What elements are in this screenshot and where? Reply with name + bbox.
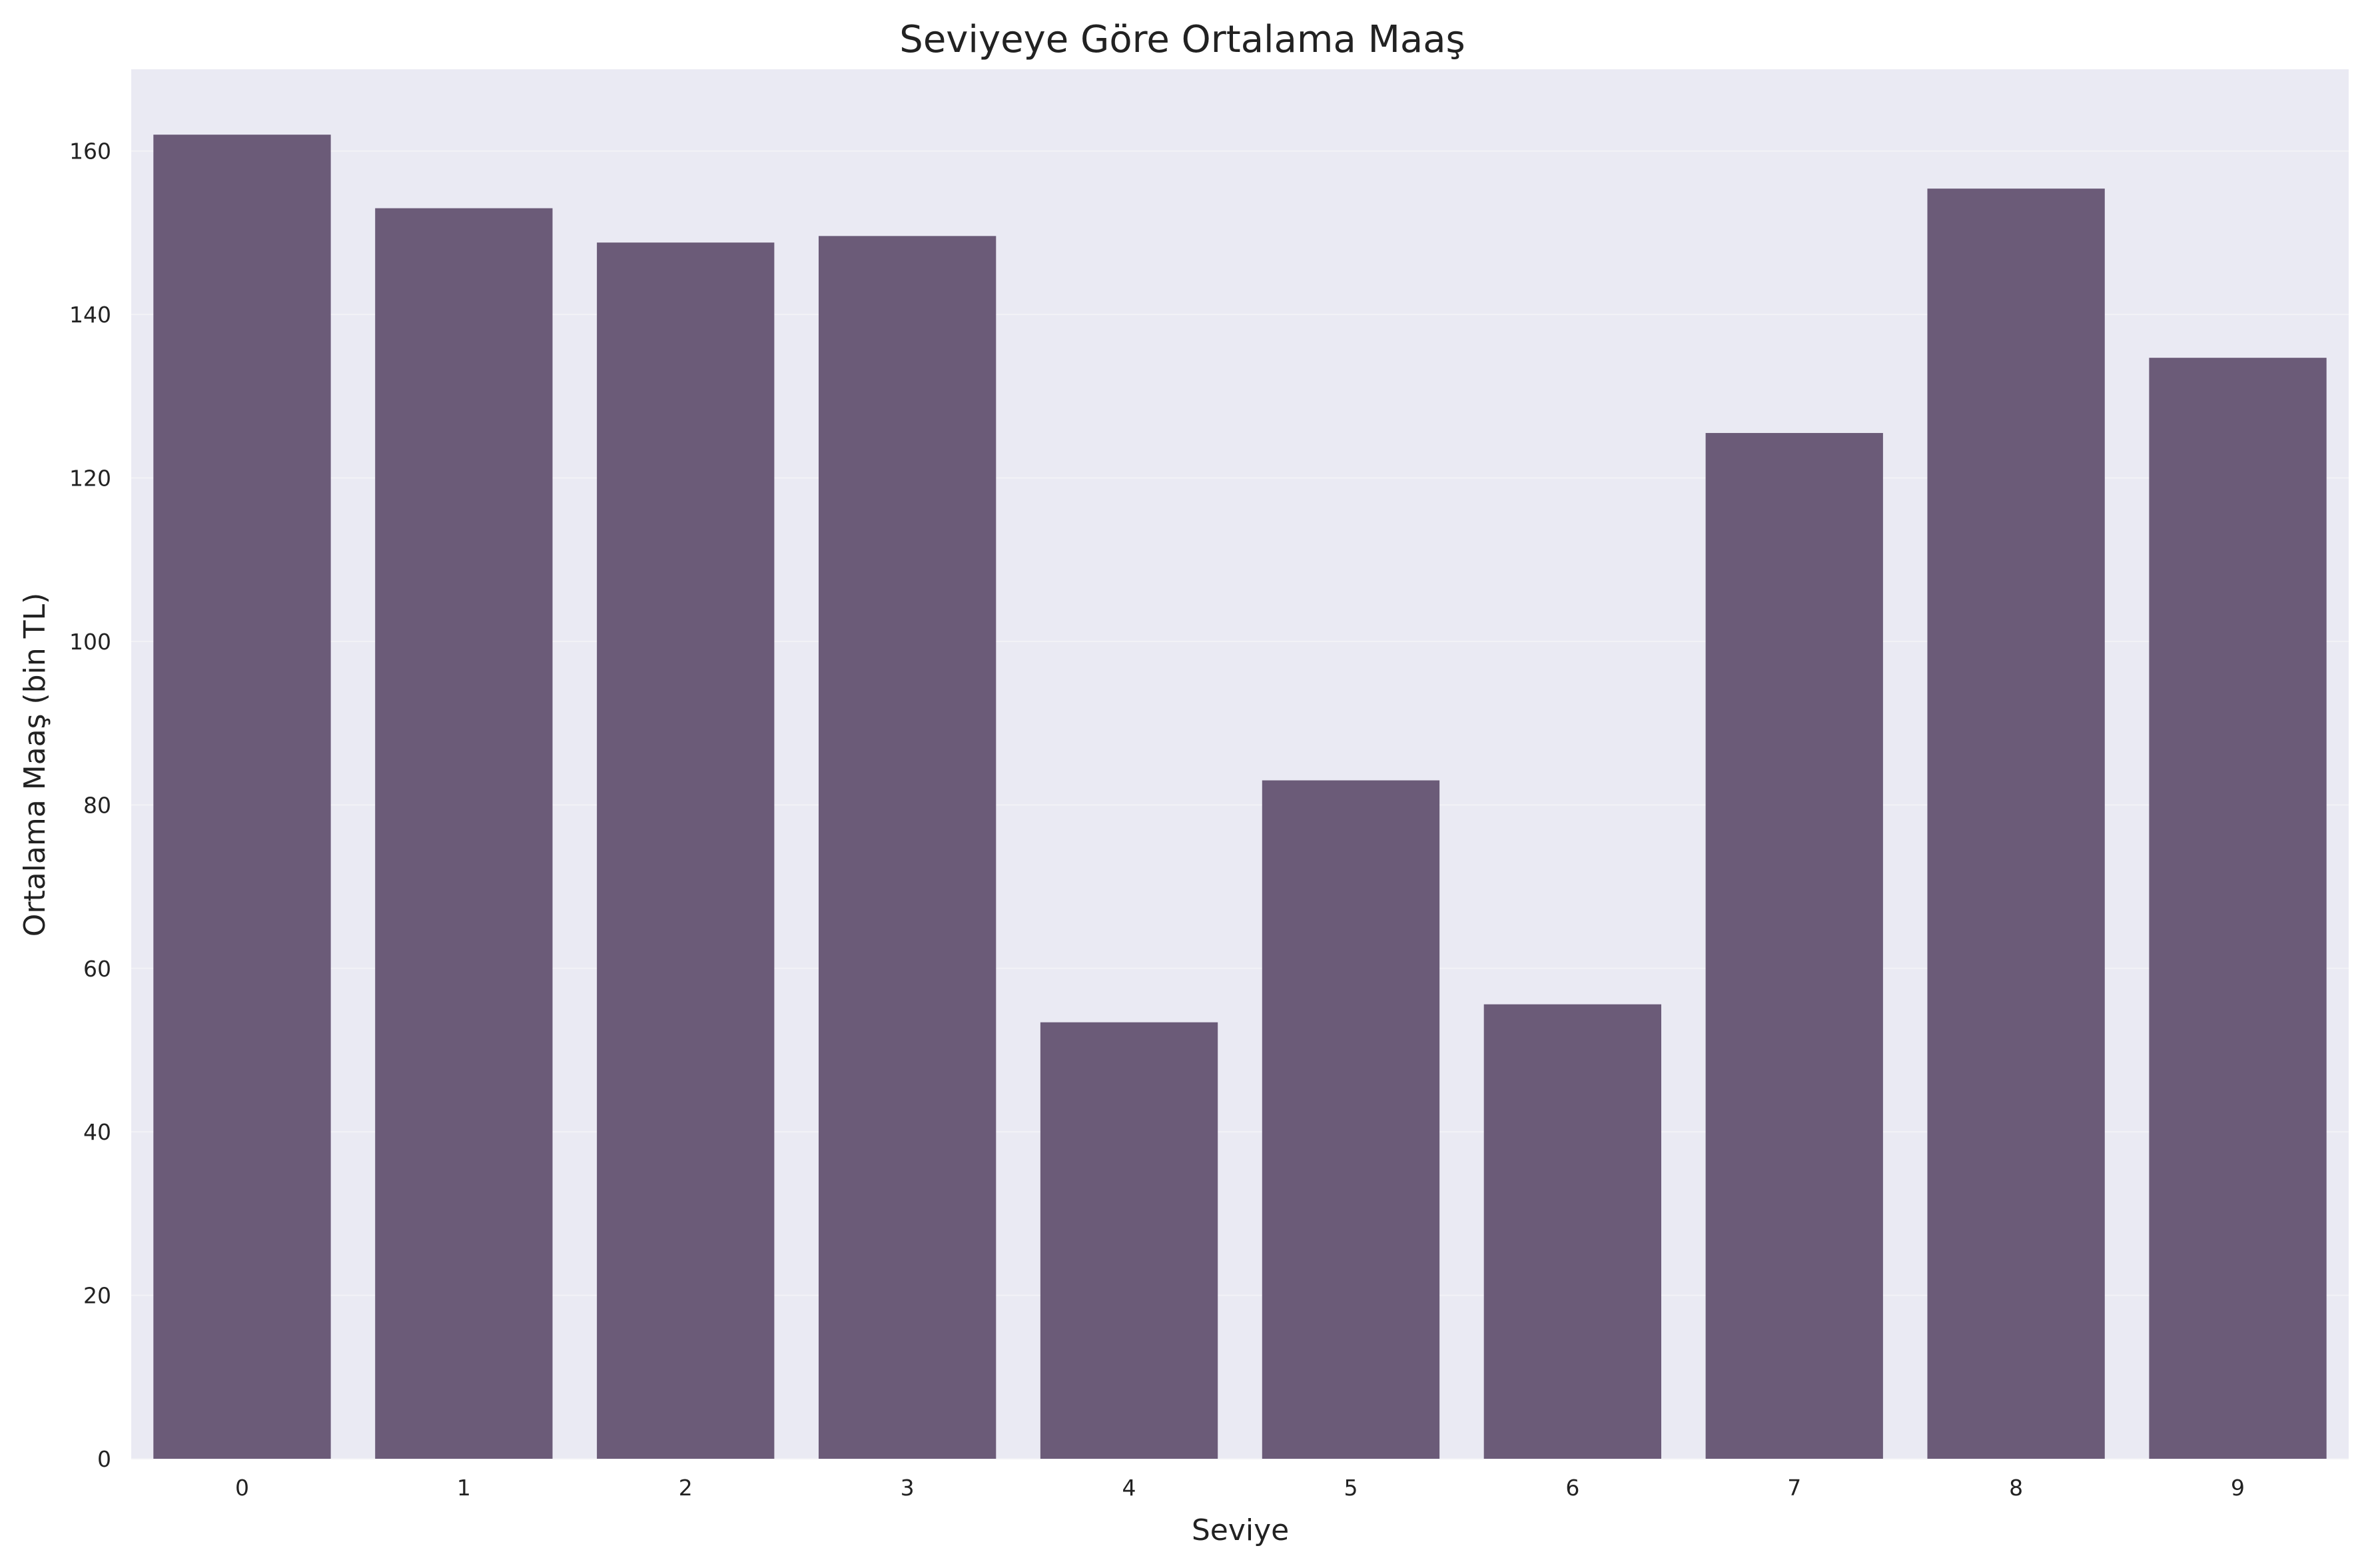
- x-tick-label: 0: [235, 1475, 249, 1501]
- x-tick-label: 7: [1787, 1475, 1801, 1501]
- x-axis-label: Seviye: [1192, 1513, 1289, 1547]
- chart-title: Seviyeye Göre Ortalama Maaş: [899, 18, 1465, 61]
- x-tick-label: 2: [679, 1475, 693, 1501]
- bar-seviye-9: [2149, 358, 2327, 1459]
- bar-seviye-5: [1262, 780, 1440, 1459]
- x-tick-label: 8: [2009, 1475, 2023, 1501]
- y-tick-label: 160: [69, 139, 111, 165]
- x-tick-label: 6: [1565, 1475, 1579, 1501]
- bar-seviye-0: [153, 135, 331, 1459]
- y-tick-label: 100: [69, 629, 111, 655]
- bar-seviye-7: [1705, 433, 1883, 1459]
- bar-seviye-1: [375, 208, 553, 1459]
- x-tick-label: 1: [457, 1475, 471, 1501]
- x-tick-label: 5: [1344, 1475, 1358, 1501]
- x-tick-label: 4: [1122, 1475, 1136, 1501]
- y-tick-label: 40: [83, 1119, 111, 1145]
- y-tick-label: 20: [83, 1283, 111, 1309]
- bar-seviye-3: [818, 236, 996, 1459]
- bar-seviye-6: [1483, 1004, 1662, 1459]
- bars: [153, 135, 2327, 1459]
- x-axis-ticks: 0 1 2 3 4 5 6 7 8 9: [235, 1475, 2245, 1501]
- bar-seviye-2: [597, 242, 775, 1459]
- y-tick-label: 0: [97, 1446, 111, 1472]
- y-axis-ticks: 0 20 40 60 80 100 120 140 160: [69, 139, 111, 1472]
- x-tick-label: 9: [2231, 1475, 2245, 1501]
- y-tick-label: 60: [83, 956, 111, 982]
- bar-seviye-4: [1040, 1022, 1218, 1459]
- y-axis-label: Ortalama Maaş (bin TL): [18, 593, 52, 937]
- x-tick-label: 3: [901, 1475, 915, 1501]
- bar-seviye-8: [1927, 189, 2105, 1459]
- y-tick-label: 140: [69, 302, 111, 328]
- y-tick-label: 120: [69, 466, 111, 492]
- y-tick-label: 80: [83, 792, 111, 818]
